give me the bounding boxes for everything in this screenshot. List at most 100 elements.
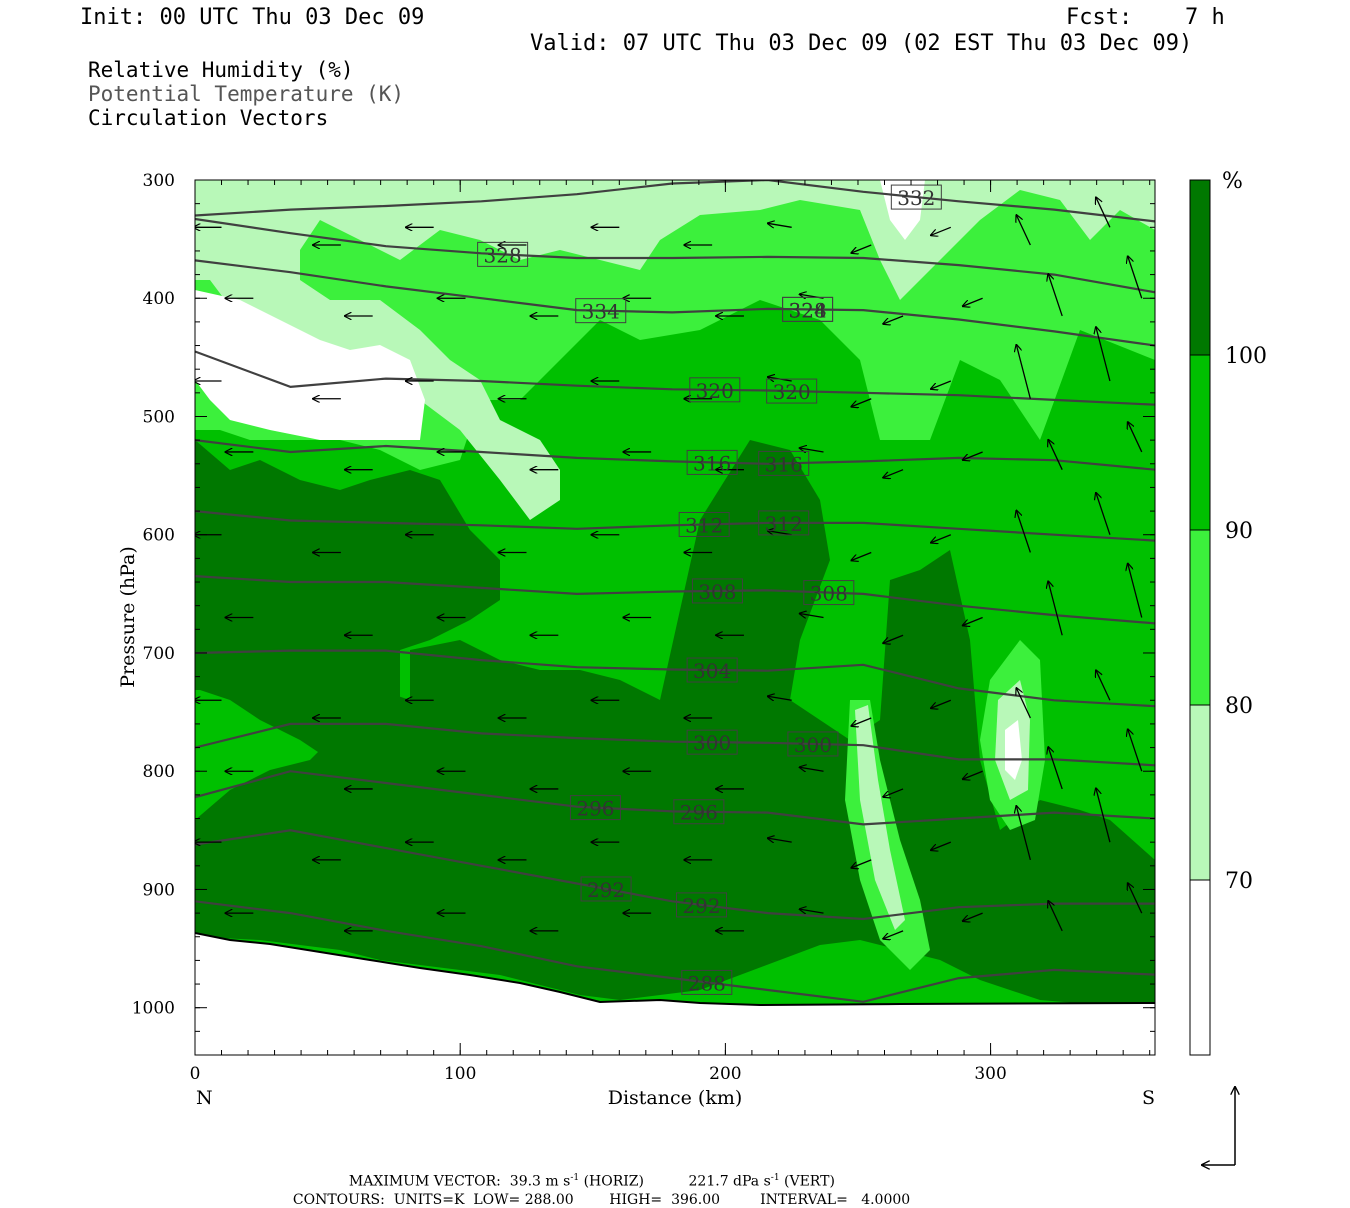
circulation-vector bbox=[768, 838, 792, 842]
contours-prefix: CONTOURS: bbox=[292, 1192, 385, 1208]
north-label: N bbox=[196, 1087, 213, 1109]
y-tick-label: 1000 bbox=[132, 999, 175, 1019]
x-axis-title: Distance (km) bbox=[608, 1087, 743, 1109]
svg-text:300: 300 bbox=[794, 733, 832, 757]
circulation-vector bbox=[851, 244, 872, 253]
svg-text:334: 334 bbox=[582, 300, 620, 324]
circulation-vector bbox=[1128, 422, 1143, 453]
colorbar-100 bbox=[1189, 179, 1211, 356]
y-tick-label: 500 bbox=[143, 407, 175, 427]
circulation-vector bbox=[1096, 197, 1111, 228]
max-vector-horiz-tag: (HORIZ) bbox=[583, 1173, 644, 1190]
contour-label: 304 bbox=[686, 657, 738, 683]
circulation-vector bbox=[883, 930, 904, 939]
circulation-vector bbox=[1048, 747, 1063, 790]
axis-ticks: 0 100 200 300 300 400 500 600 700 800 900 1000 bbox=[132, 171, 1155, 1084]
svg-text:296: 296 bbox=[576, 797, 614, 821]
circulation-vector bbox=[851, 859, 872, 868]
circulation-vector bbox=[931, 841, 952, 850]
forecast-hour: 7 h bbox=[1185, 5, 1225, 30]
theta-contour bbox=[195, 770, 1155, 826]
circulation-vector bbox=[963, 451, 983, 460]
circulation-vector bbox=[1016, 510, 1031, 553]
circulation-vector bbox=[800, 767, 824, 771]
rh-white-streak-2 bbox=[1005, 720, 1022, 780]
circulation-vector bbox=[1016, 215, 1031, 246]
circulation-vector bbox=[883, 788, 904, 797]
rh-70-streak-1 bbox=[855, 705, 905, 930]
circulation-vector bbox=[883, 469, 904, 478]
circulation-vector bbox=[1048, 581, 1063, 636]
svg-text:308: 308 bbox=[698, 580, 736, 604]
contour-label: 312 bbox=[678, 511, 730, 537]
circulation-vector bbox=[1128, 883, 1143, 914]
circulation-vector bbox=[963, 912, 983, 921]
contour-label: 292 bbox=[580, 876, 632, 902]
circulation-vector bbox=[851, 398, 872, 407]
contours-interval-val: 4.0000 bbox=[861, 1192, 911, 1208]
contours-info: CONTOURS: UNITS=K LOW= 288.00 HIGH= 396.… bbox=[284, 1176, 910, 1208]
max-vector-horiz: 39.3 m s bbox=[509, 1173, 571, 1190]
svg-text:304: 304 bbox=[693, 659, 731, 683]
contour-label: 312 bbox=[758, 510, 810, 536]
circulation-vector bbox=[800, 909, 824, 913]
theta-contour bbox=[195, 217, 1155, 294]
colorbar-below-70 bbox=[1189, 879, 1211, 1056]
contour-label: 320 bbox=[689, 377, 741, 403]
circulation-vectors bbox=[195, 197, 1143, 939]
contour-label: 296 bbox=[673, 799, 725, 825]
circulation-vector bbox=[931, 226, 952, 235]
circulation-vector bbox=[963, 297, 983, 306]
contours-interval: INTERVAL= bbox=[760, 1192, 848, 1208]
contour-label: 328 bbox=[477, 241, 529, 267]
contours-high-val: 396.00 bbox=[671, 1192, 721, 1208]
contours-low-val: 288.00 bbox=[524, 1192, 574, 1208]
svg-text:332: 332 bbox=[897, 186, 935, 210]
colorbar-label-100: 100 bbox=[1225, 344, 1267, 369]
svg-text:320: 320 bbox=[773, 380, 811, 404]
contour-label: 324 bbox=[782, 296, 834, 322]
contours-units: UNITS=K bbox=[393, 1192, 465, 1208]
contour-label: 332 bbox=[890, 184, 942, 210]
svg-text:328: 328 bbox=[484, 243, 522, 267]
svg-text:300: 300 bbox=[693, 731, 731, 755]
rh-field bbox=[195, 180, 1155, 1055]
svg-text:292: 292 bbox=[587, 878, 625, 902]
svg-text:312: 312 bbox=[765, 512, 803, 536]
colorbar-label-80: 80 bbox=[1225, 694, 1253, 719]
forecast-label: Fcst: bbox=[1066, 5, 1133, 30]
legend-circulation-vectors: Circulation Vectors bbox=[88, 106, 329, 130]
contour-label: 288 bbox=[681, 969, 733, 995]
circulation-vector bbox=[883, 634, 904, 643]
circulation-vector bbox=[931, 380, 952, 389]
y-tick-label: 700 bbox=[143, 644, 175, 664]
max-vector-vert: 221.7 dPa s bbox=[688, 1173, 771, 1190]
circulation-vector bbox=[768, 696, 792, 700]
contours-high: HIGH= bbox=[609, 1192, 663, 1208]
svg-text:292: 292 bbox=[682, 894, 720, 918]
x-tick-label: 0 bbox=[190, 1064, 201, 1084]
theta-contours bbox=[195, 180, 1155, 1003]
max-vector-prefix: MAXIMUM VECTOR: bbox=[348, 1173, 501, 1190]
circulation-vector bbox=[1128, 564, 1143, 618]
valid-time: Valid: 07 UTC Thu 03 Dec 09 (02 EST Thu … bbox=[530, 31, 1193, 56]
circulation-vector bbox=[1096, 327, 1111, 382]
y-axis-title: Pressure (hPa) bbox=[117, 546, 139, 688]
contour-label: 300 bbox=[787, 731, 839, 757]
y-tick-label: 300 bbox=[143, 171, 175, 191]
circulation-vector bbox=[851, 551, 872, 560]
theta-contour bbox=[195, 649, 1155, 708]
svg-text:320: 320 bbox=[696, 379, 734, 403]
contour-label: 300 bbox=[686, 729, 738, 755]
theta-contour bbox=[195, 350, 1155, 406]
circulation-vector bbox=[963, 770, 983, 779]
circulation-vector bbox=[800, 448, 824, 452]
plot-frame bbox=[194, 179, 1156, 1056]
y-tick-label: 800 bbox=[143, 762, 175, 782]
circulation-vector bbox=[931, 699, 952, 708]
circulation-vector bbox=[1128, 729, 1143, 772]
colorbar-70 bbox=[1189, 704, 1211, 881]
rh-100-lower-main bbox=[195, 440, 1155, 1010]
